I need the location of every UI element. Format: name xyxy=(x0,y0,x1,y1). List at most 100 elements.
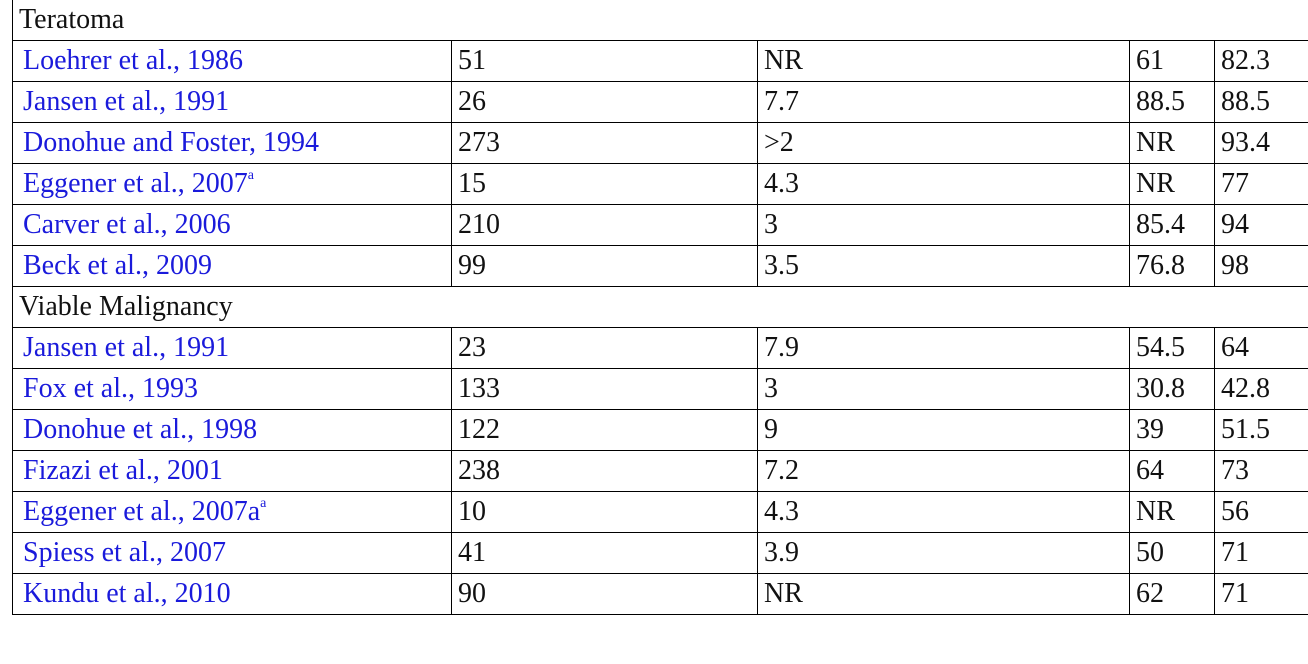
section-title: Viable Malignancy xyxy=(11,286,1308,328)
table-row: Donohue et al., 1998 122 9 39 51.5 xyxy=(12,409,1308,451)
value-cell-col3: 3 xyxy=(757,368,1130,410)
value-cell-col3: 3.5 xyxy=(757,245,1130,287)
table-row: Carver et al., 2006 210 3 85.4 94 xyxy=(12,204,1308,246)
value-cell-col2: 90 xyxy=(451,573,758,615)
reference-link[interactable]: Jansen et al., 1991 xyxy=(23,86,229,117)
value-cell-col4: 30.8 xyxy=(1129,368,1215,410)
value-cell-col5: 71 xyxy=(1213,573,1308,615)
reference-label: Kundu et al., 2010 xyxy=(23,578,231,609)
value-cell-col2: 26 xyxy=(451,81,758,123)
value-cell-col5: 51.5 xyxy=(1213,409,1308,451)
value-cell-col3: 4.3 xyxy=(757,491,1130,533)
value-cell-col5: 93.4 xyxy=(1213,122,1308,164)
reference-label: Jansen et al., 1991 xyxy=(23,86,230,117)
value-cell-col3: 3.9 xyxy=(757,532,1130,574)
reference-link[interactable]: Eggener et al., 2007aa xyxy=(23,496,266,527)
value-cell-col2: 238 xyxy=(451,450,758,492)
value-cell-col4: 85.4 xyxy=(1129,204,1215,246)
reference-cell: Spiess et al., 2007 xyxy=(12,532,452,574)
reference-cell: Carver et al., 2006 xyxy=(12,204,452,246)
reference-cell: Fizazi et al., 2001 xyxy=(12,450,452,492)
value-cell-col5: 42.8 xyxy=(1213,368,1308,410)
value-cell-col4: 64 xyxy=(1129,450,1215,492)
value-cell-col4: 50 xyxy=(1129,532,1215,574)
table-row: Jansen et al., 1991 23 7.9 54.5 64 xyxy=(12,327,1308,369)
reference-link[interactable]: Fizazi et al., 2001 xyxy=(23,455,223,486)
value-cell-col3: NR xyxy=(757,573,1130,615)
value-cell-col2: 210 xyxy=(451,204,758,246)
reference-link[interactable]: Loehrer et al., 1986 xyxy=(23,45,243,76)
reference-label: Eggener et al., 2007 xyxy=(23,168,248,199)
value-cell-col2: 133 xyxy=(451,368,758,410)
reference-cell: Beck et al., 2009 xyxy=(12,245,452,287)
reference-cell: Donohue et al., 1998 xyxy=(12,409,452,451)
value-cell-col2: 41 xyxy=(451,532,758,574)
value-cell-col4: 62 xyxy=(1129,573,1215,615)
reference-label: Eggener et al., 2007a xyxy=(23,496,261,527)
reference-label: Beck et al., 2009 xyxy=(23,250,212,281)
value-cell-col5: 56 xyxy=(1213,491,1308,533)
table-row: Eggener et al., 2007a 15 4.3 NR 77 xyxy=(12,163,1308,205)
value-cell-col4: 76.8 xyxy=(1129,245,1215,287)
reference-link[interactable]: Eggener et al., 2007a xyxy=(23,168,254,199)
value-cell-col2: 122 xyxy=(451,409,758,451)
table-row: Eggener et al., 2007aa 10 4.3 NR 56 xyxy=(12,491,1308,533)
reference-label: Fox et al., 1993 xyxy=(23,373,198,404)
reference-label: Donohue and Foster, 1994 xyxy=(23,127,319,158)
value-cell-col3: 7.9 xyxy=(757,327,1130,369)
reference-label: Donohue et al., 1998 xyxy=(23,414,258,445)
value-cell-col5: 71 xyxy=(1213,532,1308,574)
reference-label: Spiess et al., 2007 xyxy=(23,537,226,568)
reference-link[interactable]: Beck et al., 2009 xyxy=(23,250,212,281)
table-row: Loehrer et al., 1986 51 NR 61 82.3 xyxy=(12,40,1308,82)
value-cell-col5: 77 xyxy=(1213,163,1308,205)
value-cell-col2: 99 xyxy=(451,245,758,287)
reference-link[interactable]: Donohue et al., 1998 xyxy=(23,414,257,445)
value-cell-col2: 15 xyxy=(451,163,758,205)
reference-link[interactable]: Spiess et al., 2007 xyxy=(23,537,226,568)
table-row: Spiess et al., 2007 41 3.9 50 71 xyxy=(12,532,1308,574)
reference-cell: Donohue and Foster, 1994 xyxy=(12,122,452,164)
value-cell-col5: 88.5 xyxy=(1213,81,1308,123)
section-title: Teratoma xyxy=(11,0,1308,41)
table-row: Kundu et al., 2010 90 NR 62 71 xyxy=(12,573,1308,615)
value-cell-col3: 4.3 xyxy=(757,163,1130,205)
reference-link[interactable]: Fox et al., 1993 xyxy=(23,373,198,404)
table-row: Donohue and Foster, 1994 273 >2 NR 93.4 xyxy=(12,122,1308,164)
table-row: Beck et al., 2009 99 3.5 76.8 98 xyxy=(12,245,1308,287)
value-cell-col4: NR xyxy=(1129,163,1215,205)
reference-cell: Fox et al., 1993 xyxy=(12,368,452,410)
reference-cell: Jansen et al., 1991 xyxy=(12,81,452,123)
reference-link[interactable]: Carver et al., 2006 xyxy=(23,209,231,240)
value-cell-col4: 39 xyxy=(1129,409,1215,451)
value-cell-col2: 273 xyxy=(451,122,758,164)
value-cell-col2: 51 xyxy=(451,40,758,82)
value-cell-col3: 3 xyxy=(757,204,1130,246)
reference-link[interactable]: Donohue and Foster, 1994 xyxy=(23,127,319,158)
table-body: Teratoma Loehrer et al., 1986 51 NR 61 82.3 Ja… xyxy=(11,0,1308,615)
table-row: Jansen et al., 1991 26 7.7 88.5 88.5 xyxy=(12,81,1308,123)
value-cell-col3: 7.2 xyxy=(757,450,1130,492)
value-cell-col2: 10 xyxy=(451,491,758,533)
reference-cell: Eggener et al., 2007a xyxy=(12,163,452,205)
value-cell-col4: 61 xyxy=(1129,40,1215,82)
reference-cell: Jansen et al., 1991 xyxy=(12,327,452,369)
results-table: Teratoma Loehrer et al., 1986 51 NR 61 82.3 Ja… xyxy=(11,0,1308,615)
value-cell-col5: 64 xyxy=(1213,327,1308,369)
footnote-marker: a xyxy=(260,495,267,511)
value-cell-col4: NR xyxy=(1129,491,1215,533)
reference-cell: Kundu et al., 2010 xyxy=(12,573,452,615)
value-cell-col5: 98 xyxy=(1213,245,1308,287)
value-cell-col3: >2 xyxy=(757,122,1130,164)
section-header-row: Viable Malignancy xyxy=(11,286,1308,328)
reference-label: Loehrer et al., 1986 xyxy=(23,45,244,76)
value-cell-col4: 54.5 xyxy=(1129,327,1215,369)
reference-label: Carver et al., 2006 xyxy=(23,209,231,240)
value-cell-col3: 7.7 xyxy=(757,81,1130,123)
value-cell-col5: 94 xyxy=(1213,204,1308,246)
value-cell-col2: 23 xyxy=(451,327,758,369)
reference-link[interactable]: Jansen et al., 1991 xyxy=(23,332,229,363)
value-cell-col3: NR xyxy=(757,40,1130,82)
reference-label: Jansen et al., 1991 xyxy=(23,332,230,363)
reference-link[interactable]: Kundu et al., 2010 xyxy=(23,578,231,609)
